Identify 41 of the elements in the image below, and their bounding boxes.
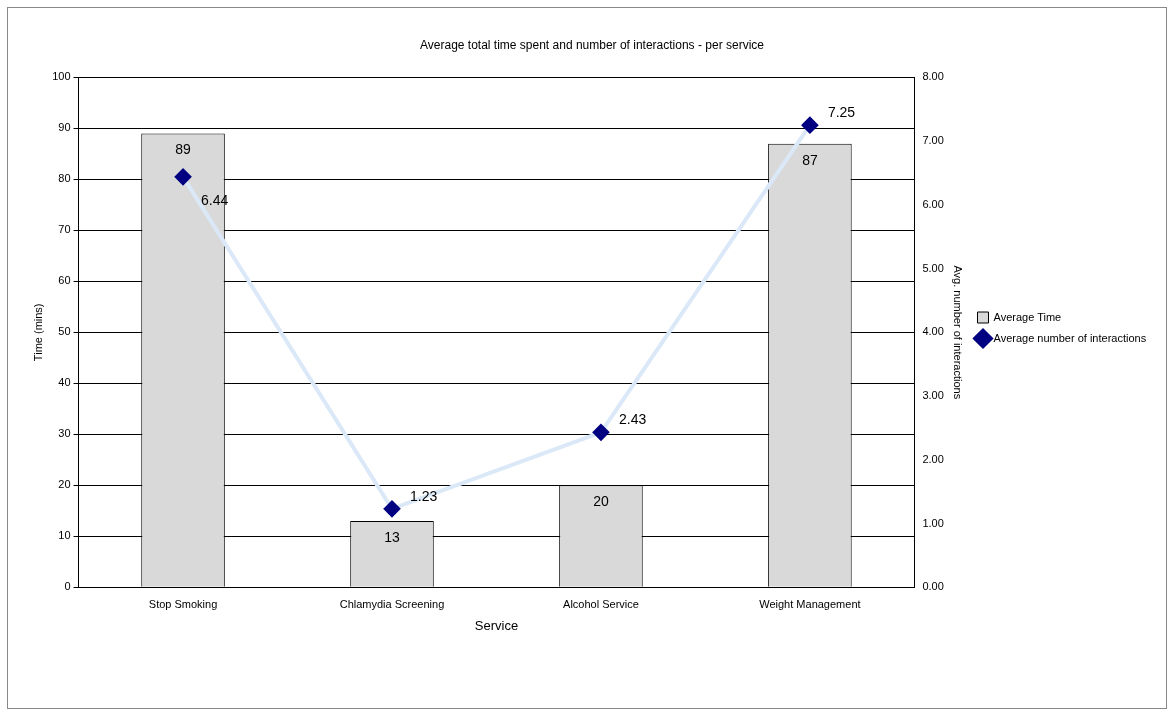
data-label: 2.43 [618, 411, 647, 428]
y-tick-label: 70 [58, 223, 71, 236]
y-tick-label: 30 [58, 427, 71, 440]
y2-tick-label: 1.00 [922, 516, 944, 529]
data-label: 1.23 [409, 487, 438, 504]
y2-tick-label: 8.00 [922, 70, 944, 83]
point [801, 117, 818, 134]
y-tick-label: 100 [52, 70, 71, 83]
chart-title: Average total time spent and number of interactions - per service [420, 37, 765, 52]
y2-tick-label: 6.00 [922, 197, 944, 210]
x-tick-label: Alcohol Service [563, 597, 639, 610]
y2-tick-label: 2.00 [922, 452, 944, 465]
x-tick-label: Weight Management [759, 597, 861, 610]
data-label: 13 [384, 528, 400, 545]
data-label: 20 [593, 493, 609, 510]
point [383, 500, 400, 517]
y2-axis-title: Avg. number of interactions [952, 265, 965, 400]
y-tick-label: 10 [58, 529, 71, 542]
x-tick-label: Stop Smoking [148, 597, 218, 610]
y-tick-label: 20 [58, 478, 71, 491]
data-label: 89 [175, 141, 192, 158]
y-tick-label: 50 [58, 325, 71, 338]
y2-tick-label: 0.00 [922, 580, 944, 593]
y2-tick-label: 3.00 [922, 389, 944, 402]
y-axis-title: Time (mins) [31, 303, 44, 362]
y2-tick-label: 5.00 [922, 261, 944, 274]
y-tick-label: 80 [58, 172, 71, 185]
y-tick-label: 0 [64, 580, 71, 593]
legend-label: Average Time [993, 310, 1062, 323]
y2-tick-label: 4.00 [922, 325, 944, 338]
x-axis-title: Service [474, 617, 519, 633]
y-tick-label: 40 [58, 376, 71, 389]
data-label: 87 [802, 151, 818, 168]
x-tick-label: Chlamydia Screening [339, 597, 445, 610]
y-tick-label: 90 [58, 121, 71, 134]
point [592, 424, 609, 441]
data-label: 7.25 [827, 104, 856, 121]
legend-label: Average number of interactions [993, 331, 1147, 344]
y2-tick-label: 7.00 [922, 134, 944, 147]
point [175, 168, 192, 185]
y-tick-label: 60 [58, 274, 71, 287]
